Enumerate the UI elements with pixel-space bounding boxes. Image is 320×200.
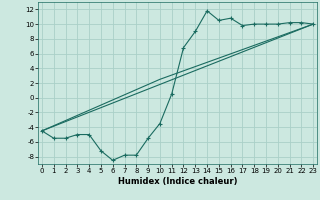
X-axis label: Humidex (Indice chaleur): Humidex (Indice chaleur) bbox=[118, 177, 237, 186]
